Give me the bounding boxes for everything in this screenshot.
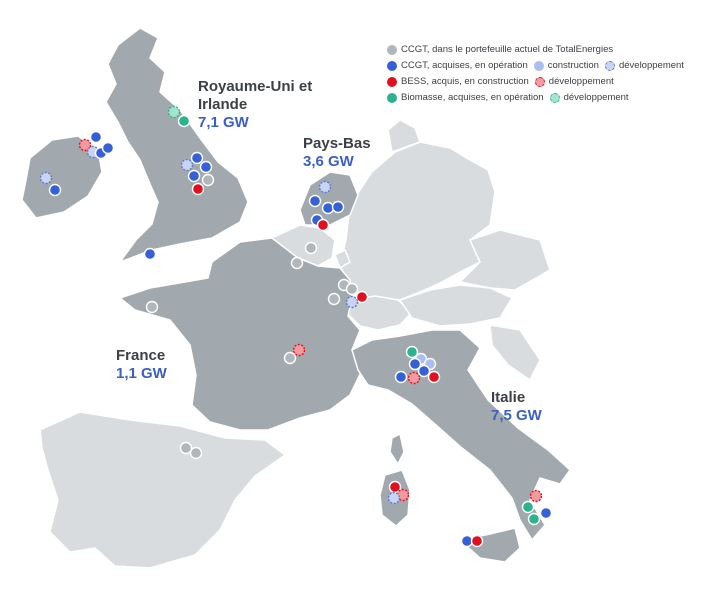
bess-development-site xyxy=(78,138,92,152)
bess-development-swatch xyxy=(534,77,545,87)
uk-ireland-capacity: 7,1 GW xyxy=(198,114,249,131)
legend-biomass-development-label: développement xyxy=(563,92,629,103)
site-markers xyxy=(39,105,553,548)
map-legend: CCGT, dans le portefeuille actuel de Tot… xyxy=(387,42,684,106)
italy-capacity: 7,5 GW xyxy=(491,407,542,424)
ccgt-current-site xyxy=(345,282,359,296)
italy-label: Italie 7,5 GW xyxy=(491,389,542,425)
ccgt-current-site xyxy=(189,446,203,460)
poland-czech-region xyxy=(458,229,551,291)
france-label: France 1,1 GW xyxy=(116,347,167,383)
bess-construction-site xyxy=(427,370,441,384)
ccgt-operation-site xyxy=(48,183,62,197)
great-britain-region xyxy=(105,27,249,264)
ccgt-operation-site xyxy=(199,160,213,174)
uk-ireland-name-line1: Royaume-Uni et xyxy=(198,78,313,95)
biomass-operation-site xyxy=(521,500,535,514)
netherlands-capacity: 3,6 GW xyxy=(303,153,354,170)
legend-bess-development-label: développement xyxy=(548,76,614,87)
legend-ccgt-current-label: CCGT, dans le portefeuille actuel de Tot… xyxy=(401,44,614,55)
biomass-operation-site xyxy=(527,512,541,526)
ccgt-development-site xyxy=(180,158,194,172)
ccgt-operation-site xyxy=(143,247,157,261)
luxembourg-region xyxy=(334,248,351,270)
ccgt-construction-swatch xyxy=(533,61,544,71)
uk-ireland-label: Royaume-Uni et Irlande 7,1 GW xyxy=(198,78,312,132)
france-capacity: 1,1 GW xyxy=(116,365,167,382)
ccgt-operation-site xyxy=(308,194,322,208)
ccgt-development-swatch xyxy=(604,61,615,71)
france-name: France xyxy=(116,347,166,364)
ccgt-current-site xyxy=(145,300,159,314)
biomass-operation-swatch xyxy=(387,93,397,103)
denmark-region xyxy=(387,119,421,154)
ccgt-current-site xyxy=(327,292,341,306)
bess-construction-site xyxy=(191,182,205,196)
legend-ccgt-construction-label: construction xyxy=(547,60,599,71)
ccgt-operation-site xyxy=(331,200,345,214)
ccgt-operation-swatch xyxy=(387,61,397,71)
ireland-region xyxy=(21,135,103,219)
ccgt-current-site xyxy=(179,441,193,455)
balkans-region xyxy=(489,324,541,382)
ccgt-operation-site xyxy=(408,357,422,371)
ccgt-development-site xyxy=(318,180,332,194)
netherlands-region xyxy=(299,171,359,226)
ccgt-operation-site xyxy=(321,201,335,215)
ccgt-development-site xyxy=(387,491,401,505)
ccgt-operation-site xyxy=(539,506,553,520)
ccgt-operation-site xyxy=(394,370,408,384)
ccgt-operation-site xyxy=(101,141,115,155)
ccgt-operation-site xyxy=(190,151,204,165)
bess-development-site xyxy=(529,489,543,503)
bess-construction-site xyxy=(355,290,369,304)
ccgt-current-site xyxy=(283,351,297,365)
italy-region xyxy=(351,329,571,542)
biomass-operation-site xyxy=(405,345,419,359)
legend-row-ccgt-current: CCGT, dans le portefeuille actuel de Tot… xyxy=(387,42,684,58)
biomass-operation-site xyxy=(177,114,191,128)
legend-row-ccgt-acquired: CCGT, acquises, en opération constructio… xyxy=(387,58,684,74)
ccgt-development-site xyxy=(39,171,53,185)
netherlands-name: Pays-Bas xyxy=(303,135,371,152)
corsica-region xyxy=(389,432,405,466)
sicily-region xyxy=(458,527,521,563)
ccgt-development-site xyxy=(345,295,359,309)
uk-ireland-name-line2: Irlande xyxy=(198,96,248,113)
legend-ccgt-operation-label: CCGT, acquises, en opération xyxy=(401,60,528,71)
bess-construction-swatch xyxy=(387,77,397,87)
iberia-region xyxy=(39,411,287,569)
legend-bess-construction-label: BESS, acquis, en construction xyxy=(401,76,529,87)
biomass-development-site xyxy=(167,105,181,119)
legend-row-biomass: Biomasse, acquises, en opération dévelop… xyxy=(387,90,684,106)
ccgt-current-site xyxy=(304,241,318,255)
bess-construction-site xyxy=(470,534,484,548)
ccgt-operation-site xyxy=(187,169,201,183)
france-region xyxy=(118,237,363,431)
austria-region xyxy=(398,284,514,327)
ccgt-current-swatch xyxy=(387,45,397,55)
legend-ccgt-development-label: développement xyxy=(618,60,684,71)
italy-name: Italie xyxy=(491,389,526,406)
ccgt-operation-site xyxy=(417,364,431,378)
ccgt-current-site xyxy=(201,173,215,187)
netherlands-label: Pays-Bas 3,6 GW xyxy=(303,135,371,171)
biomass-development-swatch xyxy=(549,93,560,103)
legend-biomass-operation-label: Biomasse, acquises, en opération xyxy=(401,92,544,103)
bess-development-site xyxy=(396,488,410,502)
switzerland-region xyxy=(347,295,414,331)
bess-development-site xyxy=(407,371,421,385)
bess-construction-site xyxy=(316,218,330,232)
legend-row-bess: BESS, acquis, en construction développem… xyxy=(387,74,684,90)
ccgt-current-site xyxy=(290,256,304,270)
ccgt-operation-site xyxy=(89,130,103,144)
bess-development-site xyxy=(292,343,306,357)
